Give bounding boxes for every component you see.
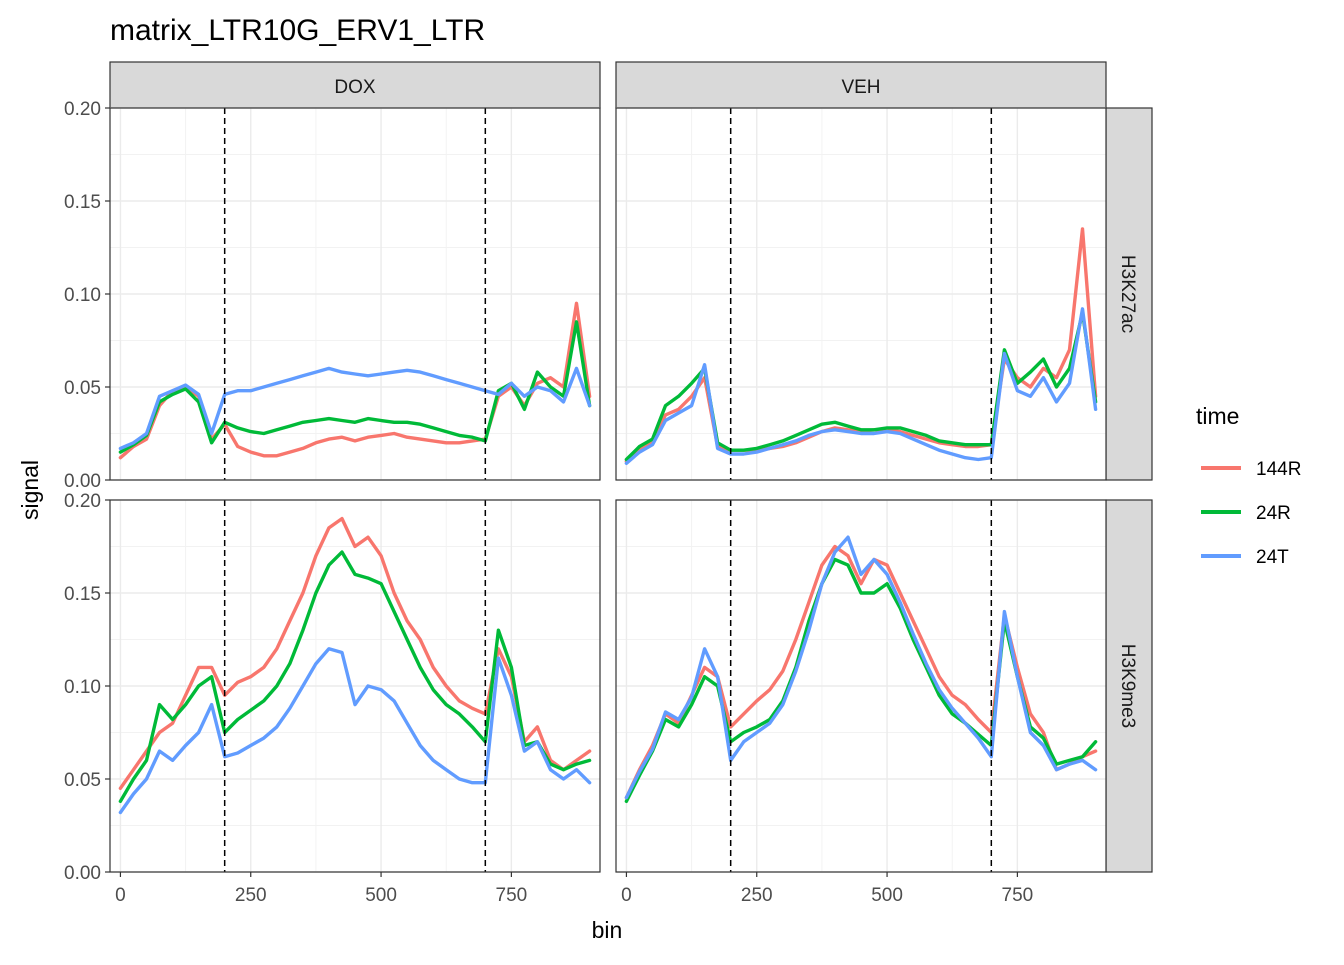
x-axis-title: bin: [592, 917, 623, 943]
y-tick-label: 0.00: [64, 471, 101, 492]
panel-border: [615, 107, 1107, 481]
legend: time 144R 24R 24T: [1196, 403, 1301, 568]
panel-dox-h3k27ac: 0.00 0.05 0.10 0.15 0.20: [64, 99, 601, 492]
legend-label-24r: 24R: [1256, 503, 1291, 524]
series-line-24t: [118, 647, 592, 815]
y-tick-label: 0.20: [64, 491, 101, 512]
x-tick-label: 0: [115, 885, 126, 906]
panel-dox-h3k9me3: 0 250 500 750 0.00 0.05 0.10 0.15 0.20: [64, 491, 601, 906]
y-tick-label: 0.20: [64, 99, 101, 120]
panel-border: [615, 499, 1107, 873]
chart-title: matrix_LTR10G_ERV1_LTR: [110, 14, 485, 47]
panel-veh-h3k9me3: 0 250 500 750: [615, 499, 1107, 906]
strip-veh: [615, 61, 1107, 109]
y-tick-label: 0.10: [64, 285, 101, 306]
series-line-24t: [624, 307, 1098, 465]
x-tick-label: 750: [496, 885, 528, 906]
series-line-24t: [624, 535, 1098, 800]
x-tick-label: 750: [1002, 885, 1034, 906]
x-tick-label: 250: [235, 885, 267, 906]
legend-label-144r: 144R: [1256, 459, 1301, 480]
strip-label-h3k9me3: H3K9me3: [1117, 644, 1138, 729]
series-line-24r: [118, 550, 592, 803]
legend-items: 144R 24R 24T: [1201, 459, 1301, 568]
x-tick-label: 500: [365, 885, 397, 906]
panels: DOX VEH H3K27ac H3K9me3 0.00 0.05 0.10 0.15 0.20…: [64, 61, 1153, 906]
panel-veh-h3k27ac: [615, 107, 1107, 481]
strip-h3k9me3: [1105, 499, 1153, 873]
x-tick-label: 250: [741, 885, 773, 906]
series-line-24t: [118, 366, 592, 451]
series-line-144r: [624, 544, 1098, 800]
y-axis-title: signal: [17, 460, 43, 520]
y-tick-label: 0.10: [64, 677, 101, 698]
strip-dox: [109, 61, 601, 109]
x-tick-label: 0: [621, 885, 632, 906]
strip-label-dox: DOX: [334, 77, 376, 98]
y-tick-label: 0.05: [64, 378, 101, 399]
x-tick-label: 500: [871, 885, 903, 906]
y-tick-label: 0.15: [64, 192, 101, 213]
y-tick-label: 0.05: [64, 770, 101, 791]
y-tick-label: 0.00: [64, 863, 101, 884]
legend-label-24t: 24T: [1256, 547, 1289, 568]
strip-h3k27ac: [1105, 107, 1153, 481]
legend-title: time: [1196, 403, 1239, 429]
strip-label-veh: VEH: [841, 77, 880, 98]
y-tick-label: 0.15: [64, 584, 101, 605]
strip-label-h3k27ac: H3K27ac: [1117, 255, 1138, 333]
